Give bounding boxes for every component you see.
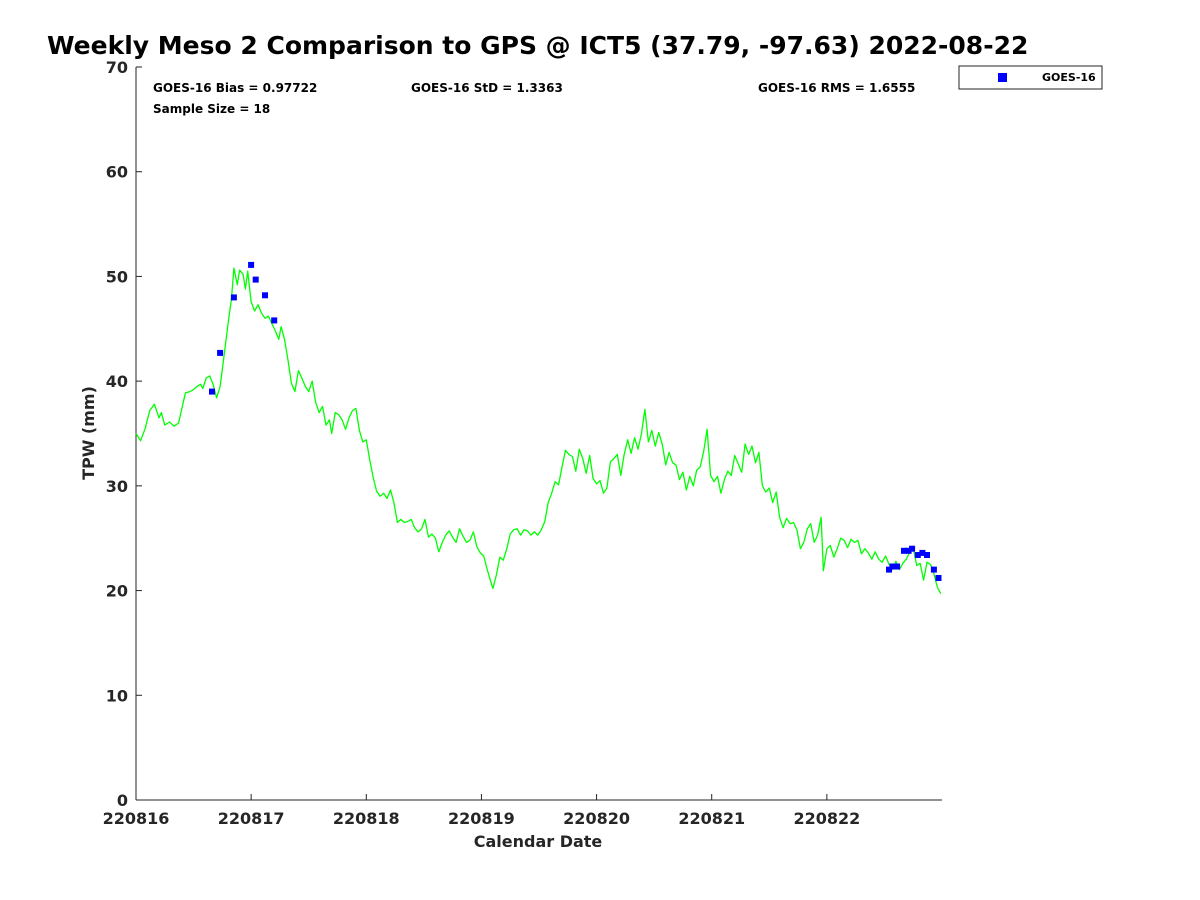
gps-series-line xyxy=(135,267,942,595)
x-tick-label: 220822 xyxy=(793,809,860,828)
y-tick-label: 40 xyxy=(106,372,128,391)
chart-title: Weekly Meso 2 Comparison to GPS @ ICT5 (… xyxy=(47,31,1028,60)
goes16-point xyxy=(209,388,215,395)
goes16-point xyxy=(252,276,259,283)
goes16-point xyxy=(930,566,937,573)
goes16-point xyxy=(217,349,224,356)
y-tick-label: 10 xyxy=(106,686,128,705)
goes16-point xyxy=(271,317,278,324)
goes16-points xyxy=(209,261,942,581)
y-tick-label: 30 xyxy=(106,477,128,496)
x-tick-label: 220818 xyxy=(333,809,400,828)
x-axis-label: Calendar Date xyxy=(474,832,603,851)
plot-area: 0 10 20 30 40 50 60 70 220816 220817 220818 220819… xyxy=(103,58,942,828)
y-tick-label: 70 xyxy=(106,58,128,77)
y-tick-label: 50 xyxy=(106,267,128,286)
goes16-point xyxy=(889,563,896,570)
goes16-point xyxy=(914,552,921,558)
y-tick-label: 60 xyxy=(106,163,128,182)
goes16-point xyxy=(909,545,916,552)
sample-size-stat: Sample Size = 18 xyxy=(153,102,270,116)
x-ticks: 220816 220817 220818 220819 220820 220821 2208… xyxy=(103,794,860,828)
y-tick-label: 20 xyxy=(106,582,128,601)
goes16-point xyxy=(905,547,912,554)
goes16-point xyxy=(919,549,926,556)
std-stat: GOES-16 StD = 1.3363 xyxy=(411,81,563,95)
legend-label-goes16: GOES-16 xyxy=(1042,71,1096,84)
x-tick-label: 220821 xyxy=(678,809,745,828)
goes16-point xyxy=(924,552,930,558)
y-ticks: 0 10 20 30 40 50 60 70 xyxy=(106,58,142,810)
x-tick-label: 220817 xyxy=(218,809,285,828)
y-axis-label: TPW (mm) xyxy=(79,386,98,480)
goes16-point xyxy=(894,563,901,570)
rms-stat: GOES-16 RMS = 1.6555 xyxy=(758,81,915,95)
bias-stat: GOES-16 Bias = 0.97722 xyxy=(153,81,317,95)
legend-box xyxy=(958,65,1103,90)
goes16-point xyxy=(935,575,942,581)
goes16-point xyxy=(262,292,268,299)
goes16-point xyxy=(248,261,255,268)
goes16-point xyxy=(230,294,237,301)
x-tick-label: 220816 xyxy=(103,809,170,828)
legend-marker-goes16 xyxy=(998,73,1007,82)
legend: GOES-16 xyxy=(958,65,1103,90)
x-tick-label: 220819 xyxy=(448,809,515,828)
y-tick-label: 0 xyxy=(117,791,128,810)
goes16-point xyxy=(901,547,907,554)
goes16-point xyxy=(886,566,892,573)
x-tick-label: 220820 xyxy=(563,809,630,828)
